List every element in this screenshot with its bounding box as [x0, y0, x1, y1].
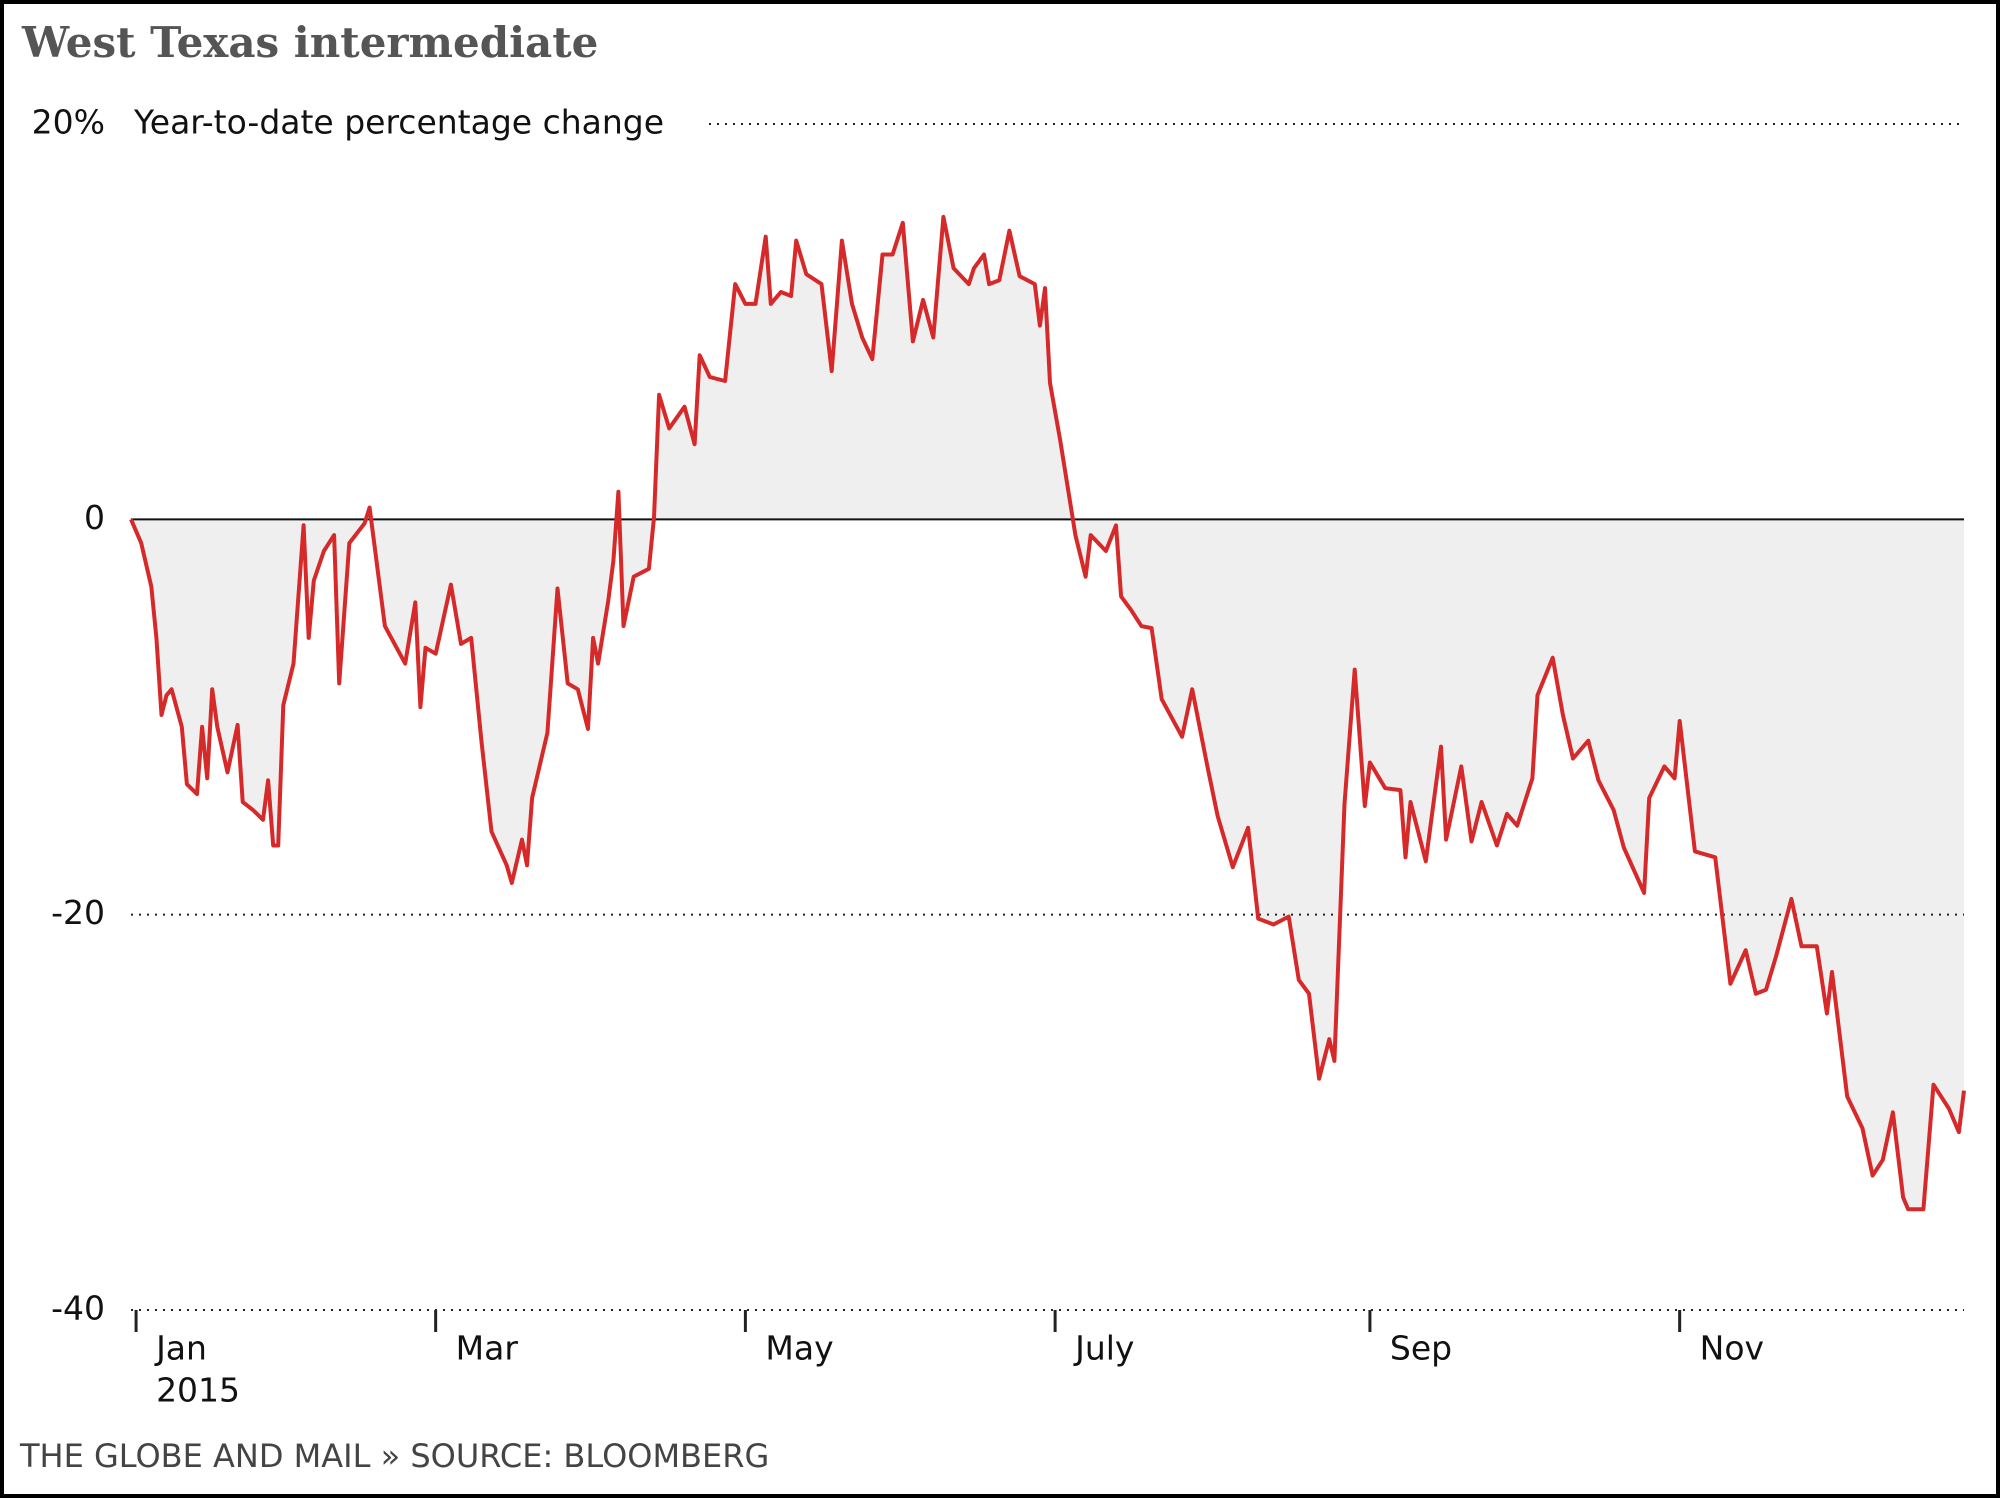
source-note: THE GLOBE AND MAIL » SOURCE: BLOOMBERG: [19, 1437, 769, 1475]
y-tick-label: 0: [84, 498, 105, 537]
line: [129, 214, 1966, 1212]
chart-subtitle: Year-to-date percentage change: [133, 103, 664, 142]
x-tick-label: Nov: [1700, 1329, 1764, 1368]
x-tick-label: May: [765, 1329, 833, 1368]
y-tick-label: -40: [51, 1289, 105, 1328]
x-tick-label: July: [1073, 1329, 1134, 1368]
year-label: 2015: [156, 1371, 240, 1410]
y-tick-label: -20: [51, 893, 105, 932]
x-tick-label: Mar: [456, 1329, 519, 1368]
y-tick-label: 20%: [32, 103, 105, 142]
chart-title: West Texas intermediate: [21, 18, 598, 67]
x-tick-label: Jan: [154, 1329, 207, 1368]
area: [131, 216, 1964, 1210]
x-tick-label: Sep: [1390, 1329, 1452, 1368]
